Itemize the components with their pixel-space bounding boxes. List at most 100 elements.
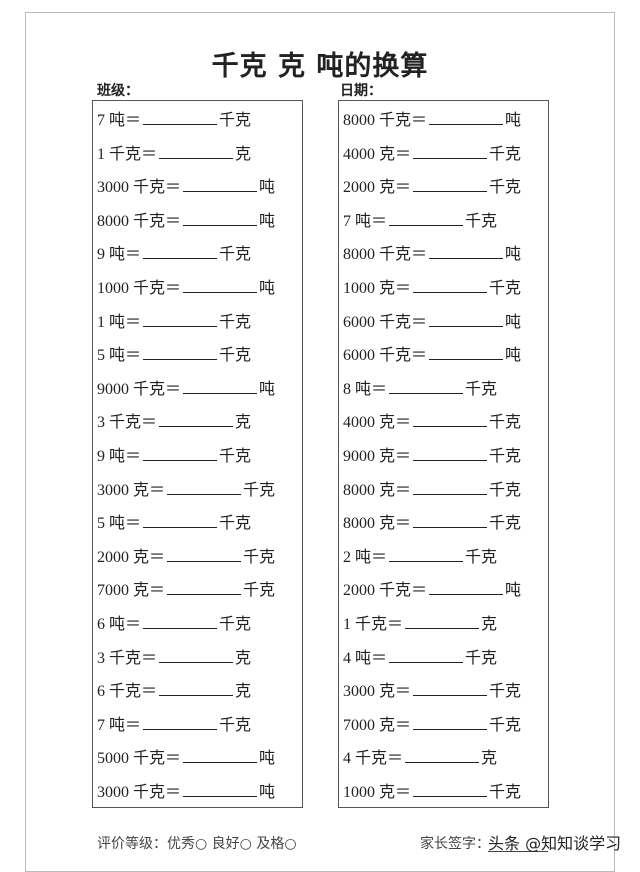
given: 2000 克＝ [97, 548, 166, 566]
problem: 8000 克＝ 千克 [343, 480, 521, 500]
unit: 千克 [243, 548, 276, 566]
unit: 吨 [259, 380, 276, 398]
problem: 2000 克＝ 千克 [343, 177, 521, 197]
answer-blank [159, 412, 234, 428]
given: 7000 克＝ [343, 716, 412, 734]
problem: 6 千克＝ 克 [97, 681, 251, 701]
problem: 3 千克＝ 克 [97, 412, 251, 432]
given: 3000 千克＝ [97, 179, 182, 197]
given: 4000 克＝ [343, 414, 412, 432]
problem: 3000 克＝ 千克 [97, 480, 275, 500]
unit: 千克 [219, 716, 252, 734]
answer-blank [429, 345, 504, 361]
problem: 1 吨＝ 千克 [97, 312, 251, 332]
problem: 1000 克＝ 千克 [343, 278, 521, 298]
given: 4000 克＝ [343, 145, 412, 163]
given: 8000 千克＝ [97, 212, 182, 230]
answer-blank [429, 244, 504, 260]
unit: 千克 [489, 716, 522, 734]
given: 3 千克＝ [97, 414, 158, 432]
title: 千克 克 吨的换算 [211, 51, 429, 82]
unit: 千克 [465, 380, 498, 398]
answer-blank [413, 782, 488, 797]
unit: 千克 [219, 448, 252, 465]
answer-blank [167, 547, 242, 562]
unit: 吨 [505, 112, 522, 129]
unit: 千克 [489, 179, 522, 197]
unit: 克 [235, 683, 252, 701]
problem: 7000 克＝ 千克 [343, 715, 521, 735]
given: 1000 克＝ [343, 784, 412, 801]
given: 4 吨＝ [343, 649, 388, 667]
given: 1000 千克＝ [97, 280, 182, 297]
problem: 8000 克＝ 千克 [343, 513, 521, 533]
answer-blank [389, 648, 464, 663]
given: 2000 千克＝ [343, 582, 428, 600]
given: 9000 克＝ [343, 448, 412, 465]
problem: 3000 千克＝ 吨 [97, 782, 275, 802]
problem: 1 千克＝ 克 [343, 614, 497, 634]
problem: 3000 千克＝ 吨 [97, 177, 275, 197]
unit: 千克 [219, 112, 252, 129]
unit: 吨 [259, 280, 276, 297]
answer-blank [167, 580, 242, 596]
unit: 吨 [505, 582, 522, 600]
problem: 8000 千克＝ 吨 [343, 244, 521, 264]
unit: 千克 [489, 280, 522, 297]
signature-line [488, 851, 548, 852]
answer-blank [183, 379, 258, 394]
unit: 吨 [259, 179, 276, 197]
given: 2 吨＝ [343, 548, 388, 566]
answer-blank [413, 446, 488, 461]
date-label: 日期： [340, 83, 382, 99]
problem: 6 吨＝ 千克 [97, 614, 251, 634]
problem-column: 8000 千克＝ 吨 4000 克＝ 千克 2000 克＝ 千克 7 吨＝ 千克 8000 千克… [338, 100, 549, 808]
problem: 3000 克＝ 千克 [343, 681, 521, 701]
unit: 克 [481, 616, 498, 633]
given: 5000 千克＝ [97, 750, 182, 768]
problem: 2000 千克＝ 吨 [343, 580, 521, 600]
given: 4 千克＝ [343, 750, 404, 768]
unit: 吨 [259, 750, 276, 768]
given: 6 千克＝ [97, 683, 158, 701]
signature-label: 家长签字： [420, 836, 490, 852]
given: 8000 克＝ [343, 481, 412, 499]
problem: 1000 千克＝ 吨 [97, 278, 275, 298]
problem: 8 吨＝ 千克 [343, 379, 497, 399]
problem: 2000 克＝ 千克 [97, 547, 275, 567]
problem: 7 吨＝ 千克 [97, 715, 251, 735]
unit: 千克 [219, 313, 252, 331]
answer-blank [413, 144, 488, 159]
answer-blank [183, 748, 258, 764]
problem: 2 吨＝ 千克 [343, 547, 497, 567]
problem: 4 千克＝ 克 [343, 748, 497, 768]
given: 1 吨＝ [97, 313, 142, 331]
given: 6000 千克＝ [343, 313, 428, 331]
answer-blank [167, 480, 242, 495]
given: 6 吨＝ [97, 616, 142, 633]
unit: 千克 [489, 414, 522, 432]
given: 1 千克＝ [97, 145, 158, 163]
problem: 4 吨＝ 千克 [343, 648, 497, 668]
answer-blank [389, 547, 464, 562]
given: 3000 克＝ [343, 683, 412, 701]
unit: 千克 [489, 515, 522, 533]
problem: 7000 克＝ 千克 [97, 580, 275, 600]
given: 6000 千克＝ [343, 347, 428, 365]
given: 9 吨＝ [97, 448, 142, 465]
unit: 千克 [489, 784, 522, 801]
given: 1 千克＝ [343, 616, 404, 633]
unit: 千克 [489, 145, 522, 163]
problem: 5 吨＝ 千克 [97, 345, 251, 365]
answer-blank [183, 177, 258, 193]
problem: 3 千克＝ 克 [97, 648, 251, 668]
given: 8 吨＝ [343, 380, 388, 398]
answer-blank [159, 648, 234, 663]
unit: 千克 [219, 347, 252, 365]
unit: 克 [235, 414, 252, 432]
answer-blank [183, 278, 258, 293]
given: 7 吨＝ [97, 716, 142, 734]
answer-blank [183, 211, 258, 226]
answer-blank [413, 681, 488, 697]
